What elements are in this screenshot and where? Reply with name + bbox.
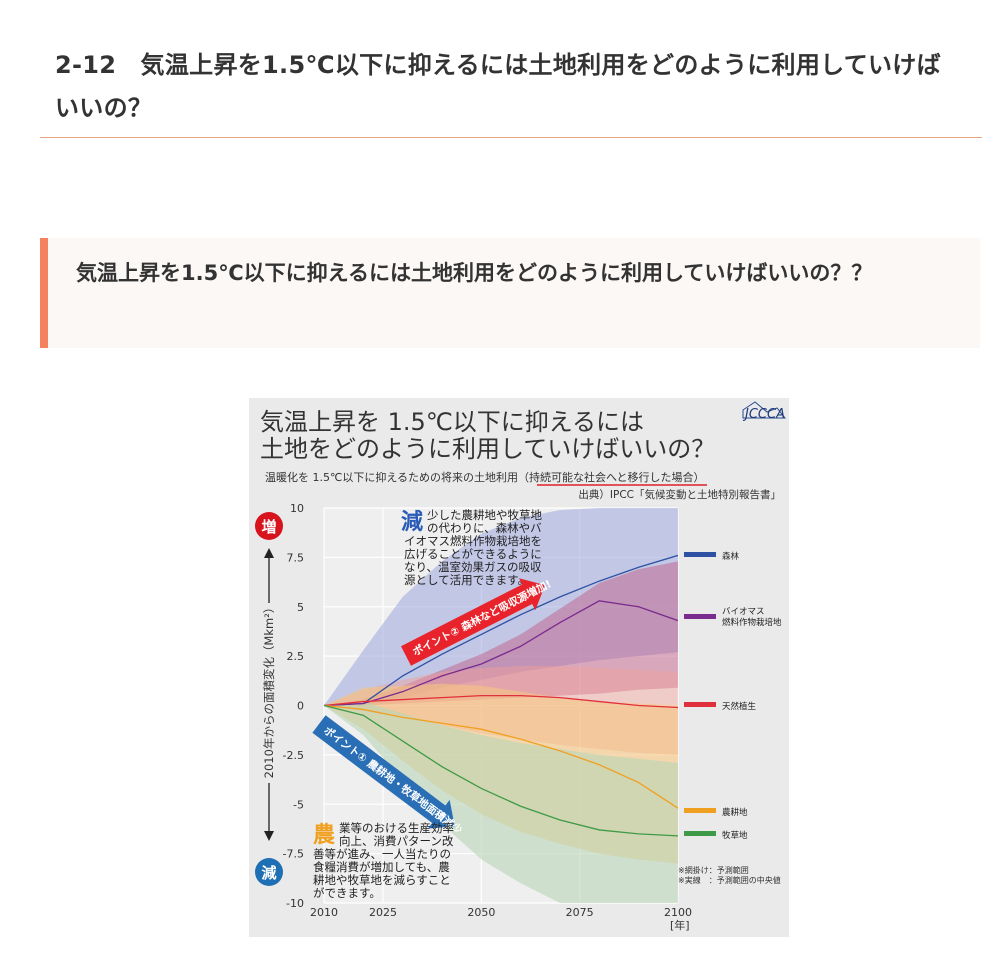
- callout-box: 気温上昇を1.5℃以下に抑えるには土地利用をどのように利用していけばいいの？？: [40, 238, 980, 348]
- legend-label: 天然植生: [722, 701, 757, 712]
- x-tick-label: 2025: [369, 906, 397, 919]
- annotation-line: 耕地や牧草地を減らすこと: [313, 873, 451, 887]
- decrease-badge-label: 減: [261, 864, 276, 882]
- x-tick-labels: 2010 2025 2050 2075 2100: [310, 906, 692, 919]
- legend-label: バイオマス燃料作物栽培地: [722, 607, 782, 628]
- annotation-line: 業等のおける生産効率: [339, 821, 454, 835]
- annotation-bottom-lead: 農: [313, 823, 335, 848]
- y-tick-label: 10: [290, 502, 304, 515]
- y-tick-label: 7.5: [287, 551, 305, 564]
- annotation-line: 向上、消費パターン改: [339, 834, 454, 848]
- x-tick-label: 2075: [566, 906, 594, 919]
- y-tick-label: -2.5: [283, 749, 304, 762]
- legend-swatch: [684, 808, 716, 813]
- legend-swatch: [684, 702, 716, 707]
- note-solid-line: ※実線 ：予測範囲の中央値: [678, 875, 781, 885]
- annotation-line: ができます。: [313, 886, 381, 900]
- legend-label: 農耕地: [722, 807, 748, 818]
- callout-accent-bar: [40, 238, 48, 348]
- x-axis-label: [年]: [670, 918, 690, 932]
- x-tick-label: 2050: [467, 906, 495, 919]
- y-tick-label: -5: [293, 798, 304, 811]
- figure-title-line1: 気温上昇を 1.5℃以下に抑えるには: [260, 408, 644, 436]
- legend-label: 森林: [722, 551, 740, 562]
- series-line: [324, 704, 678, 837]
- down-arrow-head: [264, 831, 274, 841]
- jccca-logo: JCCCA: [742, 401, 787, 422]
- legend-swatch: [684, 831, 716, 836]
- y-tick-label: -10: [286, 897, 304, 910]
- annotation-line: 少した農耕地や牧草地: [427, 508, 542, 522]
- callout-heading: 気温上昇を1.5℃以下に抑えるには土地利用をどのように利用していけばいいの？？: [76, 261, 873, 285]
- x-tick-label: 2010: [310, 906, 338, 919]
- range-band: [324, 701, 678, 903]
- annotation-line: 食糧消費が増加しても、農: [313, 860, 450, 874]
- increase-badge: [255, 512, 283, 540]
- annotation-top-lead: 減: [401, 510, 423, 535]
- legend-label: 牧草地: [722, 830, 748, 841]
- y-axis-label: 2010年からの面積変化（Mkm²）: [262, 602, 276, 779]
- annotation-line: イオマス燃料作物栽培地を: [404, 534, 542, 548]
- logo-text: JCCCA: [742, 407, 785, 422]
- series-line: [324, 600, 678, 707]
- annotation-line: 善等が進み、一人当たりの: [313, 847, 451, 861]
- x-tick-label: 2100: [664, 906, 692, 919]
- land-use-infographic: 気温上昇を 1.5℃以下に抑えるには 土地をどのように利用していけばいいの？ J…: [249, 398, 789, 937]
- annotation-line: 広げることができるように: [404, 547, 542, 561]
- annotation-forest-increase: 減 少した農耕地や牧草地の代わりに、森林やバイオマス燃料作物栽培地を広げることが…: [401, 508, 542, 587]
- series-line: [324, 694, 678, 709]
- heading-divider: [40, 137, 982, 138]
- increase-badge-label: 増: [261, 518, 276, 536]
- series-lines: [324, 554, 678, 837]
- page-title: 2-12 気温上昇を1.5℃以下に抑えるには土地利用をどのように利用していけばい…: [55, 51, 941, 122]
- decrease-badge: [255, 858, 283, 886]
- annotation-line: の代わりに、森林やバ: [427, 521, 542, 535]
- y-tick-labels: 10 7.5 5 2.5 0 -2.5 -5 -7.5 -10: [283, 502, 304, 910]
- legend-swatch: [684, 614, 716, 619]
- y-axis-indicator: 増 2010年からの面積変化（Mkm²） 減: [255, 512, 283, 886]
- series-line: [324, 704, 678, 809]
- y-tick-label: 5: [297, 601, 304, 614]
- y-tick-label: 2.5: [287, 650, 305, 663]
- series-line: [324, 554, 678, 707]
- annotation-line: 源として活用できます。: [404, 573, 529, 587]
- y-tick-label: -7.5: [283, 848, 304, 861]
- annotation-farmland-decrease: 農 業等のおける生産効率向上、消費パターン改善等が進み、一人当たりの食糧消費が増…: [313, 821, 454, 900]
- up-arrow-head: [264, 548, 274, 558]
- range-band: [324, 561, 678, 706]
- legend-swatch: [684, 552, 716, 557]
- land-use-chart: 気温上昇を 1.5℃以下に抑えるには 土地をどのように利用していけばいいの？ J…: [255, 401, 787, 932]
- y-tick-label: 0: [297, 700, 304, 713]
- figure-subtitle: 温暖化を 1.5℃以下に抑えるための将来の土地利用（持続可能な社会へと移行した場…: [265, 470, 704, 484]
- source-credit: 出典）IPCC「気候変動と土地特別報告書」: [578, 488, 781, 501]
- annotation-line: なり、温室効果ガスの吸収: [404, 560, 542, 574]
- figure-title-line2: 土地をどのように利用していけばいいの？: [260, 435, 715, 463]
- note-shading: ※網掛け：予測範囲: [678, 865, 749, 875]
